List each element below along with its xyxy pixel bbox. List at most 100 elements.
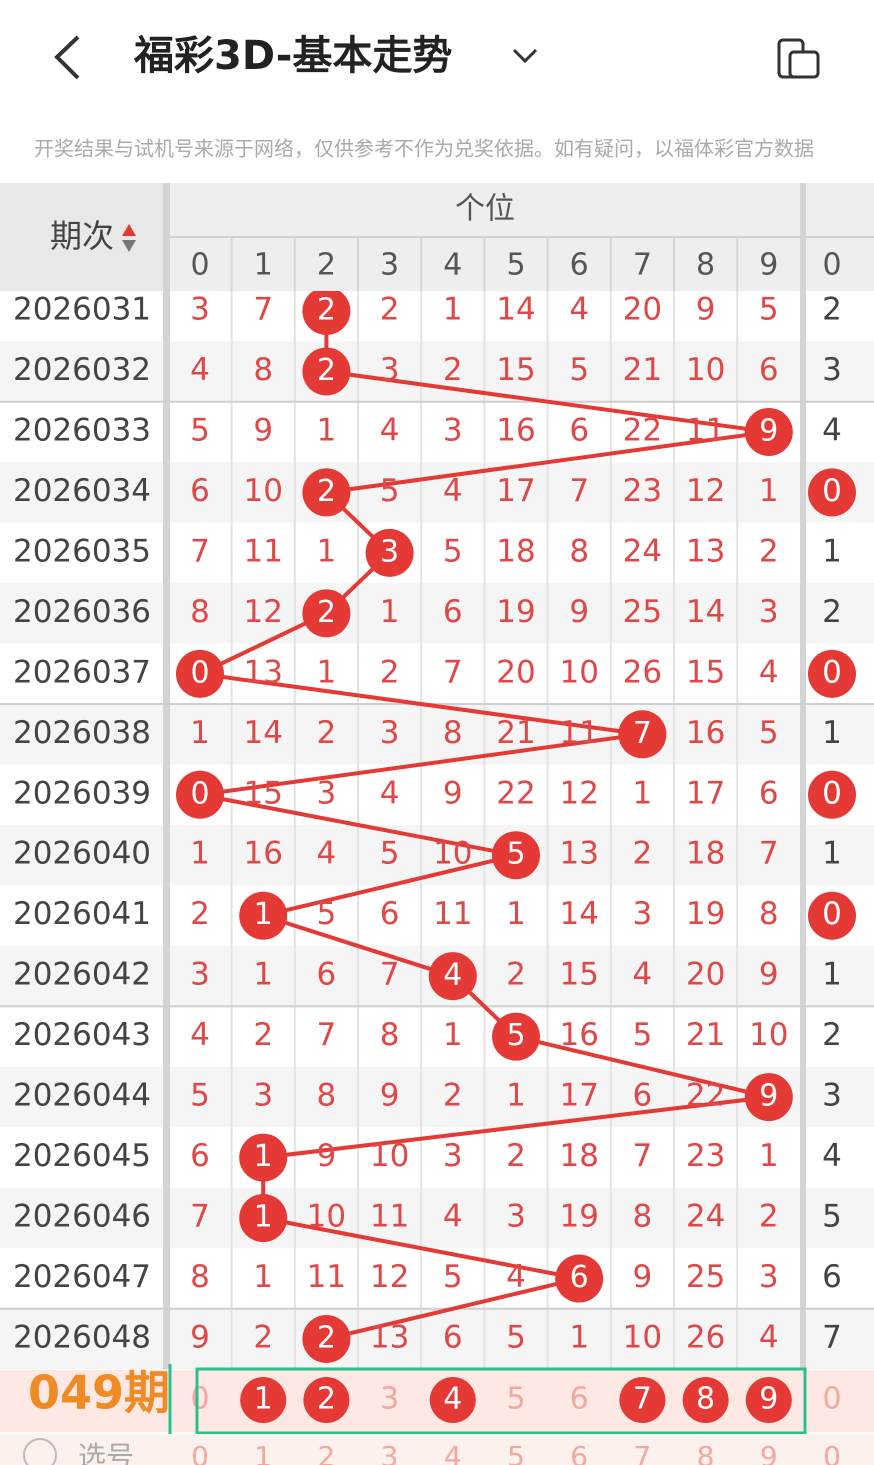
hit-ball [239, 1194, 288, 1243]
row-bg [0, 522, 874, 584]
issue: 2026047 [13, 1259, 151, 1295]
selected-ball[interactable] [240, 1377, 287, 1423]
digit-header: 8 [696, 248, 715, 283]
miss-count: 20 [686, 957, 725, 993]
selected-digit[interactable]: 2 [317, 1382, 336, 1417]
selected-ball[interactable] [619, 1377, 666, 1423]
selected-digit[interactable]: 9 [759, 1382, 778, 1417]
miss-count: 4 [317, 836, 337, 872]
pick-digit[interactable]: 9 [760, 1440, 778, 1465]
miss-count: 9 [696, 292, 716, 328]
digit-header: 4 [443, 248, 462, 283]
hit-ball [428, 952, 477, 1001]
miss-count: 3 [253, 1078, 273, 1114]
miss-count: 5 [190, 412, 210, 448]
miss-count: 7 [759, 836, 779, 872]
hit-number: 7 [633, 716, 652, 751]
row-bg [0, 341, 874, 402]
option-digit[interactable]: 5 [506, 1382, 525, 1417]
digit-header: 3 [380, 248, 399, 283]
digit-header: 6 [570, 248, 589, 283]
issue-label: 049期 [28, 1366, 170, 1420]
miss-count: 15 [559, 957, 598, 993]
pick-digit[interactable]: 4 [444, 1440, 462, 1465]
selected-digit[interactable]: 4 [443, 1382, 462, 1417]
pick-digit[interactable]: 2 [317, 1440, 335, 1465]
selected-digit[interactable]: 7 [633, 1382, 652, 1417]
hit-number: 3 [380, 534, 399, 569]
miss-count: 4 [759, 654, 779, 690]
miss-count: 7 [253, 292, 273, 328]
miss-count: 5 [380, 473, 400, 509]
hit-number: 9 [759, 1079, 778, 1114]
miss-count: 5 [190, 1078, 210, 1114]
pick-digit[interactable]: 0 [191, 1440, 209, 1465]
miss-count: 9 [759, 957, 779, 993]
radio[interactable] [23, 1438, 57, 1465]
miss-count: 5 [759, 715, 779, 751]
row-bg [0, 643, 874, 705]
miss-count: 10 [433, 836, 472, 872]
pick-digit[interactable]: 6 [570, 1440, 588, 1465]
issue-header[interactable]: 期次 [50, 217, 114, 255]
miss-count: 8 [759, 896, 779, 932]
miss-count: 1 [317, 412, 337, 448]
digit-header: 0 [190, 248, 209, 283]
pick-digit[interactable]: 1 [254, 1440, 272, 1465]
back-button[interactable] [54, 35, 80, 80]
miss-count: 2 [253, 1017, 273, 1053]
miss-count: 5 [506, 1319, 526, 1355]
hit-number: 6 [570, 1260, 589, 1295]
miss-count: 1 [317, 654, 337, 690]
selected-ball[interactable] [303, 1377, 350, 1423]
pick-digit[interactable]: 8 [697, 1440, 715, 1465]
row-bg [0, 1066, 874, 1128]
option-digit[interactable]: 6 [570, 1382, 589, 1417]
next-count: 4 [822, 1138, 842, 1174]
pick-digit[interactable]: 7 [633, 1440, 651, 1465]
hit-number: 1 [254, 897, 273, 932]
miss-count: 6 [380, 896, 400, 932]
miss-count: 2 [190, 896, 210, 932]
pick-label[interactable]: 选号 [78, 1440, 134, 1465]
next-count: 1 [822, 715, 842, 751]
selected-ball[interactable] [682, 1377, 729, 1423]
hit-ball [365, 528, 414, 577]
hit-ball [302, 589, 351, 638]
next-count: 2 [822, 594, 842, 630]
miss-count: 2 [380, 292, 400, 328]
digit-header: 0 [822, 248, 841, 283]
miss-count: 17 [686, 775, 725, 811]
option-digit[interactable]: 3 [380, 1382, 399, 1417]
miss-count: 13 [370, 1319, 409, 1355]
page-title[interactable]: 福彩3D-基本走势 [133, 33, 452, 79]
miss-count: 9 [569, 594, 589, 630]
miss-count: 3 [759, 1259, 779, 1295]
miss-count: 6 [633, 1078, 653, 1114]
pick-digit[interactable]: 5 [507, 1440, 525, 1465]
dropdown[interactable] [512, 48, 538, 64]
selection-frame [195, 1367, 807, 1435]
miss-count: 9 [633, 1259, 653, 1295]
selected-digit[interactable]: 8 [696, 1382, 715, 1417]
selected-ball[interactable] [745, 1377, 792, 1423]
miss-count: 15 [686, 654, 725, 690]
miss-count: 3 [759, 594, 779, 630]
selected-ball[interactable] [429, 1377, 476, 1423]
pick-digit[interactable]: 3 [381, 1440, 399, 1465]
miss-count: 23 [686, 1138, 725, 1174]
selected-digit[interactable]: 1 [254, 1382, 273, 1417]
hit-number: 2 [317, 1320, 336, 1355]
selection-next: 0 [822, 1382, 841, 1417]
miss-count: 14 [243, 715, 282, 751]
digit-header: 9 [759, 248, 778, 283]
next-count: 2 [822, 1017, 842, 1053]
option-digit[interactable]: 0 [190, 1382, 209, 1417]
miss-count: 1 [443, 1017, 463, 1053]
hit-ball [808, 468, 856, 517]
issue: 2026048 [13, 1319, 151, 1355]
miss-count: 10 [243, 473, 282, 509]
miss-count: 11 [243, 533, 282, 569]
miss-count: 14 [496, 292, 535, 328]
rotate-icon[interactable] [777, 38, 820, 79]
